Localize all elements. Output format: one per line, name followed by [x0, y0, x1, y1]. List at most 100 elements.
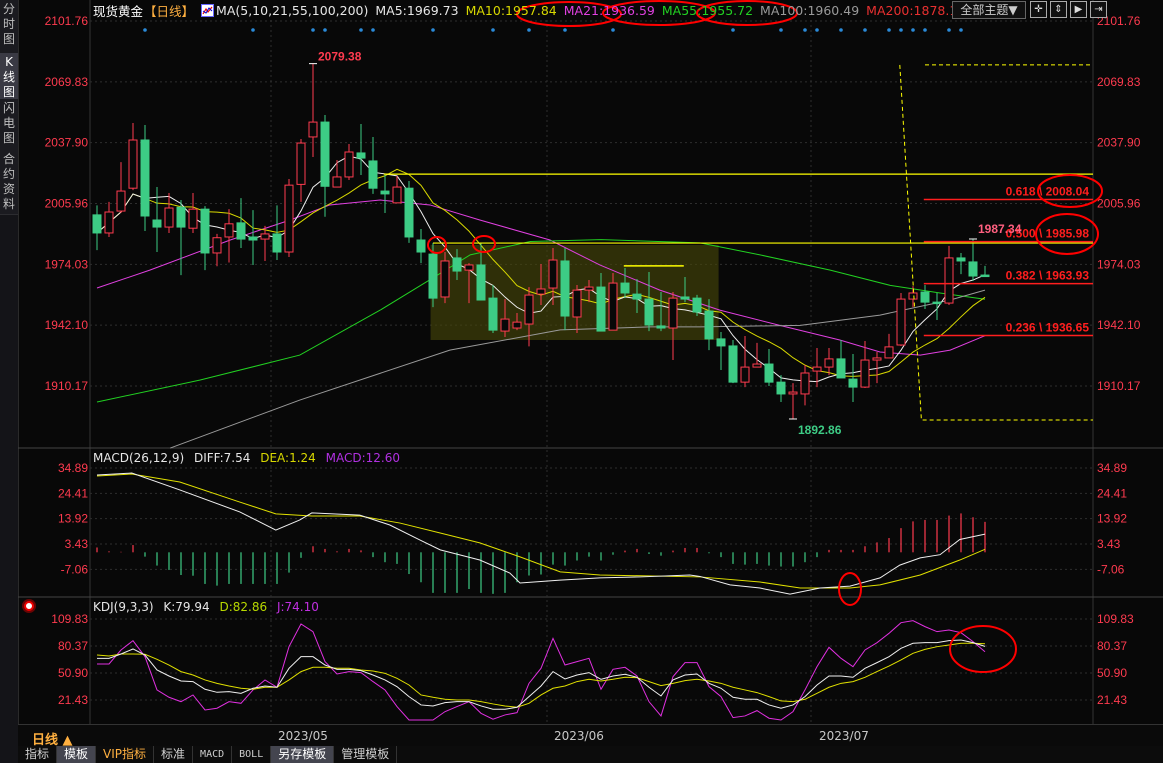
event-marker: [611, 28, 615, 32]
macd-dea-line: [96, 473, 986, 589]
candle-body: [632, 293, 642, 300]
date-label: 2023/07: [819, 729, 869, 743]
y-tick-label-right: 13.92: [1097, 512, 1127, 526]
ma5-value: MA5:1969.73: [375, 2, 459, 18]
high-price-label: 2079.38: [318, 50, 362, 64]
y-tick-label-right: 3.43: [1097, 537, 1121, 551]
y-tick-label-right: -7.06: [1097, 562, 1125, 576]
candle-body: [176, 206, 186, 228]
kdj-j-value: J:74.10: [276, 600, 319, 614]
candle-body: [308, 121, 318, 138]
candle-body: [896, 298, 906, 346]
kdj-legend: KDJ(9,3,3) K:79.94 D:82.86 J:74.10: [93, 600, 325, 614]
candle-body: [752, 363, 762, 368]
event-marker: [371, 28, 375, 32]
highlight-circle: [602, 0, 716, 26]
candle-body: [836, 358, 846, 379]
instrument-name: 现货黄金: [93, 3, 144, 19]
candle-body: [104, 211, 114, 234]
y-tick-label-right: 34.89: [1097, 461, 1127, 475]
sidebar-tab-intraday[interactable]: 分 时 图: [0, 0, 18, 54]
candle-body: [332, 176, 342, 188]
sidebar-tab-kline[interactable]: K 线 图: [0, 53, 18, 100]
candle-body: [116, 190, 126, 212]
event-marker: [563, 28, 567, 32]
tab-macd[interactable]: MACD: [193, 746, 233, 763]
event-marker: [887, 28, 891, 32]
kdj-d-value: D:82.86: [219, 600, 268, 614]
y-tick-label-left: 2005.96: [45, 197, 89, 211]
candle-body: [188, 208, 198, 229]
view-sidebar: 分 时 图 K 线 图 闪 电 图 合 约 资 料: [0, 0, 19, 763]
y-tick-label-right: 1910.17: [1097, 379, 1141, 393]
period-selector[interactable]: 日线 ▲: [32, 733, 73, 748]
y-tick-label-left: 34.89: [58, 461, 88, 475]
sidebar-tab-contract-info[interactable]: 合 约 资 料: [0, 150, 18, 215]
candle-body: [416, 239, 426, 253]
event-marker: [839, 28, 843, 32]
play-forward-icon[interactable]: ▶: [1070, 1, 1087, 18]
candle-body: [932, 301, 942, 305]
tab-indicators[interactable]: 指标: [18, 746, 58, 763]
indicator-settings-icon[interactable]: [24, 601, 34, 611]
event-marker: [815, 28, 819, 32]
theme-dropdown[interactable]: 全部主题▼: [952, 1, 1026, 19]
period-tag: 【日线】: [144, 3, 195, 19]
candle-body: [248, 236, 258, 241]
candle-body: [344, 151, 354, 178]
tab-boll[interactable]: BOLL: [232, 746, 272, 763]
candle-body: [536, 288, 546, 295]
event-marker: [947, 28, 951, 32]
y-tick-label-left: 80.37: [58, 639, 88, 653]
tab-manage-templates[interactable]: 管理模板: [334, 746, 398, 763]
event-marker: [863, 28, 867, 32]
candle-body: [860, 359, 870, 388]
candle-body: [440, 260, 450, 298]
candle-body: [776, 381, 786, 395]
fit-vertical-icon[interactable]: ⇕: [1050, 1, 1067, 18]
candle-body: [704, 310, 714, 340]
ma200-value: MA200:1878.1: [866, 2, 958, 18]
candle-body: [152, 219, 162, 228]
candle-body: [848, 378, 858, 388]
recent-high-label: 1987.34: [978, 222, 1022, 236]
highlight-circle: [1035, 213, 1099, 255]
candle-body: [404, 187, 414, 238]
tab-template[interactable]: 模板: [57, 746, 97, 763]
y-tick-label-right: 50.90: [1097, 666, 1127, 680]
y-tick-label-left: 109.83: [51, 612, 88, 626]
y-tick-label-right: 1974.03: [1097, 257, 1141, 271]
candle-body: [728, 345, 738, 383]
tab-standard[interactable]: 标准: [154, 746, 194, 763]
candle-body: [620, 282, 630, 294]
ma-params: MA(5,10,21,55,100,200): [216, 2, 369, 18]
highlight-circle: [516, 1, 622, 27]
candle-body: [596, 286, 606, 332]
candle-body: [224, 223, 234, 238]
low-price-label: 1892.86: [798, 423, 842, 437]
highlight-circle: [838, 572, 862, 606]
event-marker: [359, 28, 363, 32]
ma-chart-icon[interactable]: [201, 3, 215, 17]
move-right-icon[interactable]: ⇥: [1090, 1, 1107, 18]
event-marker: [143, 28, 147, 32]
candle-body: [716, 338, 726, 347]
candle-body: [872, 357, 882, 361]
y-tick-label-right: 2069.83: [1097, 75, 1141, 89]
crosshair-icon[interactable]: ✛: [1030, 1, 1047, 18]
candle-body: [320, 121, 330, 187]
tab-vip-indicators[interactable]: VIP指标: [96, 746, 155, 763]
y-tick-label-right: 2005.96: [1097, 197, 1141, 211]
date-axis: 日线 ▲ 2023/05 2023/06 2023/07: [18, 724, 1163, 748]
candle-body: [92, 214, 102, 234]
candle-body: [884, 346, 894, 359]
y-tick-label-left: 13.92: [58, 512, 88, 526]
candle-body: [488, 297, 498, 331]
candle-body: [452, 257, 462, 272]
y-tick-label-left: 1974.03: [45, 257, 89, 271]
candle-body: [644, 298, 654, 326]
tab-save-template[interactable]: 另存模板: [271, 746, 335, 763]
y-tick-label-right: 80.37: [1097, 639, 1127, 653]
candle-body: [548, 259, 558, 289]
